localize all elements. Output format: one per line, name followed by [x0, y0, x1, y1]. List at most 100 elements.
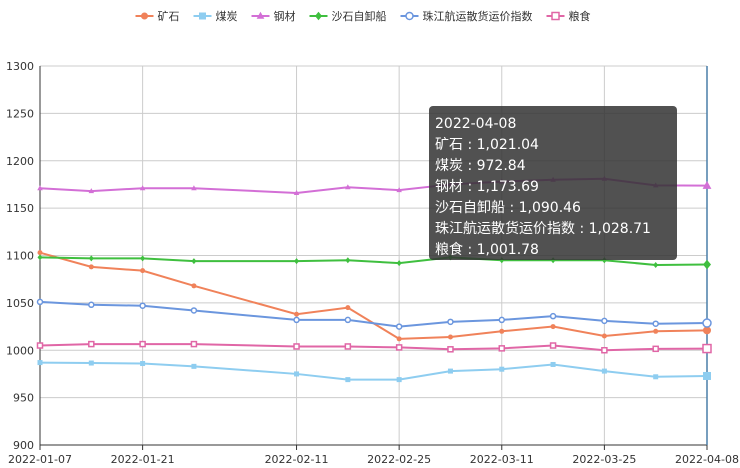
- y-tick-label: 1100: [6, 250, 34, 263]
- data-point: [551, 11, 560, 21]
- data-point: [36, 342, 44, 349]
- data-point: [37, 250, 43, 256]
- data-point: [344, 316, 352, 324]
- legend-label: 矿石: [158, 10, 180, 23]
- tooltip: 2022-04-08 矿石 : 1,021.04 煤炭 : 972.84 钢材 …: [429, 106, 677, 260]
- axes: 900 950 1000 1050 1100 1150 1200 1250 1300 2022-0…: [6, 60, 739, 466]
- legend-label: 钢材: [274, 9, 296, 23]
- tooltip-background: [429, 106, 677, 260]
- series-4: [36, 298, 712, 330]
- data-point: [293, 189, 300, 195]
- data-point: [256, 11, 265, 19]
- data-point: [653, 328, 659, 334]
- y-tick-label: 1200: [6, 155, 34, 168]
- data-point: [601, 368, 607, 374]
- y-tick-label: 1050: [6, 297, 34, 310]
- data-point: [140, 255, 146, 262]
- legend[interactable]: 矿石 煤炭 钢材 沙石自卸船 珠江航运散货运价指数 粮食: [135, 9, 591, 23]
- series-3: [37, 254, 711, 270]
- y-tick-label: 950: [13, 392, 34, 405]
- tooltip-line-steel: 钢材 : 1,173.69: [435, 179, 539, 195]
- data-point: [37, 185, 43, 191]
- x-tick-label: 2022-01-07: [8, 453, 72, 466]
- data-point: [601, 317, 608, 325]
- legend-item-1: 煤炭: [193, 10, 238, 23]
- data-point: [396, 336, 402, 342]
- data-point: [498, 316, 506, 324]
- tooltip-line-index: 珠江航运散货运价指数 : 1,028.71: [435, 220, 651, 237]
- data-point: [294, 311, 300, 317]
- data-point: [293, 316, 300, 324]
- data-point: [345, 305, 351, 311]
- data-point: [601, 333, 607, 339]
- x-tick-label: 2022-04-08: [675, 453, 739, 466]
- data-point: [293, 343, 300, 350]
- data-point: [191, 185, 197, 191]
- data-point: [37, 254, 43, 261]
- data-point: [702, 343, 712, 354]
- data-point: [550, 361, 556, 367]
- legend-item-3: 沙石自卸船: [309, 9, 387, 23]
- data-point: [199, 12, 206, 20]
- legend-label: 沙石自卸船: [332, 9, 387, 23]
- y-tick-label: 900: [13, 439, 34, 452]
- data-point: [344, 343, 352, 350]
- tooltip-line-coal: 煤炭 : 972.84: [435, 158, 526, 174]
- data-point: [499, 328, 505, 334]
- data-point: [447, 368, 453, 374]
- data-point: [499, 366, 505, 372]
- data-point: [345, 257, 351, 264]
- data-point: [37, 360, 43, 366]
- legend-label: 珠江航运散货运价指数: [423, 9, 533, 23]
- data-point: [549, 342, 557, 349]
- x-tick-label: 2022-03-25: [572, 453, 636, 466]
- y-tick-label: 1000: [6, 344, 34, 357]
- data-point: [396, 260, 402, 267]
- data-point: [315, 11, 322, 21]
- legend-item-5: 粮食: [546, 9, 591, 23]
- data-point: [191, 258, 197, 265]
- data-point: [405, 11, 414, 21]
- data-point: [139, 302, 146, 309]
- legend-item-0: 矿石: [135, 10, 180, 23]
- data-point: [550, 324, 556, 330]
- data-point: [703, 326, 711, 335]
- data-point: [703, 371, 711, 380]
- data-point: [395, 344, 403, 351]
- data-point: [396, 187, 402, 193]
- data-point: [345, 377, 351, 383]
- tooltip-line-ore: 矿石 : 1,021.04: [435, 137, 539, 153]
- data-point: [294, 371, 300, 377]
- legend-label: 粮食: [569, 9, 591, 23]
- data-point: [140, 268, 146, 274]
- series-layer: [36, 175, 712, 383]
- data-point: [190, 307, 198, 314]
- data-point: [88, 264, 94, 270]
- data-point: [294, 258, 300, 265]
- data-point: [190, 340, 198, 348]
- data-point: [36, 298, 44, 306]
- data-point: [652, 345, 659, 353]
- data-point: [702, 318, 712, 328]
- legend-label: 煤炭: [216, 10, 238, 23]
- tooltip-line-grain: 粮食 : 1,001.78: [435, 241, 539, 258]
- data-point: [447, 334, 453, 340]
- y-tick-label: 1150: [6, 202, 34, 215]
- tooltip-title: 2022-04-08: [435, 116, 516, 132]
- data-point: [653, 374, 659, 380]
- data-point: [703, 259, 711, 270]
- legend-item-2: 钢材: [251, 9, 296, 23]
- data-point: [139, 185, 146, 191]
- series-line: [39, 361, 708, 381]
- data-point: [139, 340, 146, 348]
- series-5: [36, 340, 712, 354]
- data-point: [141, 12, 148, 20]
- data-point: [88, 188, 95, 194]
- data-point: [395, 323, 403, 330]
- data-point: [601, 347, 608, 354]
- data-point: [447, 346, 454, 353]
- series-1: [37, 360, 711, 383]
- legend-item-4: 珠江航运散货运价指数: [400, 9, 533, 23]
- data-point: [345, 184, 351, 190]
- y-tick-label: 1250: [6, 107, 34, 120]
